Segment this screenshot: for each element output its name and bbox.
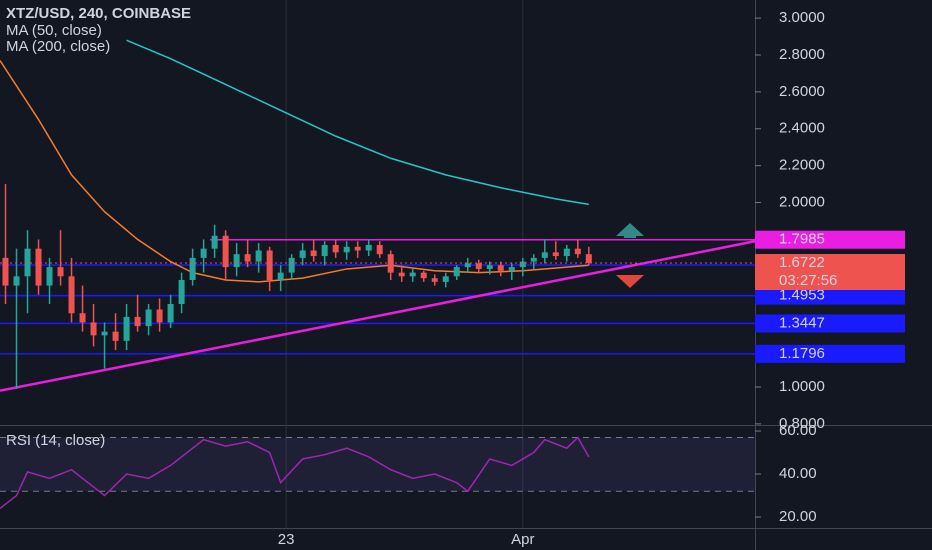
y-tick-label: 60.00 xyxy=(779,422,817,439)
candle-body xyxy=(2,257,9,286)
candle-body xyxy=(24,248,31,277)
candle-body xyxy=(13,276,20,286)
candle-body xyxy=(420,272,427,279)
x-tick-label: Apr xyxy=(511,531,534,548)
candle-body xyxy=(35,248,42,286)
level-label-box xyxy=(755,344,905,363)
candle-body xyxy=(332,244,339,253)
candle-body xyxy=(156,309,163,323)
moving-average xyxy=(126,39,589,206)
candle-body xyxy=(90,322,97,336)
candle-body xyxy=(200,248,207,258)
candle-body xyxy=(46,267,53,286)
candle-body xyxy=(112,331,119,341)
x-tick-label: 23 xyxy=(278,531,295,548)
candle-body xyxy=(519,261,526,268)
candle-body xyxy=(222,235,229,268)
candle-body xyxy=(101,331,108,336)
candle-body xyxy=(453,267,460,277)
y-tick-label: 40.00 xyxy=(779,465,817,482)
candle-body xyxy=(574,248,581,255)
level-label: 1.3447 xyxy=(779,314,825,331)
candle-body xyxy=(321,244,328,257)
level-label-box xyxy=(755,230,905,249)
candle-body xyxy=(277,272,284,281)
last-price-label: 1.6722 xyxy=(779,254,825,271)
candle-body xyxy=(365,244,372,251)
y-tick-label: 1.0000 xyxy=(779,378,825,395)
level-label: 1.4953 xyxy=(779,287,825,304)
candle-body xyxy=(167,303,174,323)
candle-body xyxy=(244,254,251,262)
candle-body xyxy=(409,272,416,277)
level-label-box xyxy=(755,286,905,305)
candle-body xyxy=(376,244,383,255)
candle-body xyxy=(255,250,262,262)
rsi-title: RSI (14, close) xyxy=(6,432,105,449)
y-tick-label: 2.2000 xyxy=(779,157,825,174)
rsi-band-fill xyxy=(0,437,755,492)
candle-body xyxy=(79,313,86,323)
y-tick-label: 2.0000 xyxy=(779,194,825,211)
candle-body xyxy=(541,252,548,258)
candle-body xyxy=(475,263,482,269)
chart-title: XTZ/USD, 240, COINBASE xyxy=(6,5,191,22)
candle-body xyxy=(123,316,130,341)
up-arrow xyxy=(616,223,644,238)
trendline xyxy=(0,240,756,392)
last-price-box xyxy=(755,254,905,291)
candle-body xyxy=(530,257,537,262)
candle-body xyxy=(497,265,504,271)
candle-body xyxy=(508,267,515,271)
candle-body xyxy=(431,278,438,282)
candle-body xyxy=(68,276,75,314)
candle-body xyxy=(57,267,64,277)
candle-body xyxy=(486,265,493,269)
candle-body xyxy=(211,235,218,249)
candle-body xyxy=(233,254,240,268)
level-label: 1.7985 xyxy=(779,231,825,248)
level-label-box xyxy=(755,314,905,333)
rsi-line xyxy=(0,436,590,510)
y-tick-label: 0.8000 xyxy=(779,415,825,432)
legend-entry: MA (50, close) xyxy=(6,22,102,39)
moving-average xyxy=(0,60,589,283)
candle-body xyxy=(354,246,361,251)
candle-body xyxy=(145,309,152,327)
y-tick-label: 2.6000 xyxy=(779,83,825,100)
plot: 23 Apr 3.0000 2.8000 2.6000 2.4000 2.2000 2.000… xyxy=(0,0,905,548)
candle-body xyxy=(266,250,273,281)
y-tick-label: 20.00 xyxy=(779,508,817,525)
level-label: 1.1796 xyxy=(779,345,825,362)
y-tick-label: 3.0000 xyxy=(779,9,825,26)
candle-body xyxy=(288,257,295,273)
candle-body xyxy=(442,276,449,282)
candle-body xyxy=(343,246,350,253)
candle-body xyxy=(310,250,317,257)
candle-body xyxy=(189,257,196,281)
legend-entry: MA (200, close) xyxy=(6,38,110,55)
candle-body xyxy=(464,263,471,268)
candle-body xyxy=(585,254,592,264)
candle-body xyxy=(178,280,185,304)
y-tick-label: 2.4000 xyxy=(779,120,825,137)
down-arrow xyxy=(616,275,644,288)
candle-body xyxy=(563,248,570,257)
candle-body xyxy=(134,316,141,327)
candle-body xyxy=(299,250,306,258)
y-tick-label: 2.8000 xyxy=(779,46,825,63)
candle-body xyxy=(552,252,559,257)
countdown-label: 03:27:56 xyxy=(779,272,837,289)
candle-body xyxy=(398,272,405,277)
